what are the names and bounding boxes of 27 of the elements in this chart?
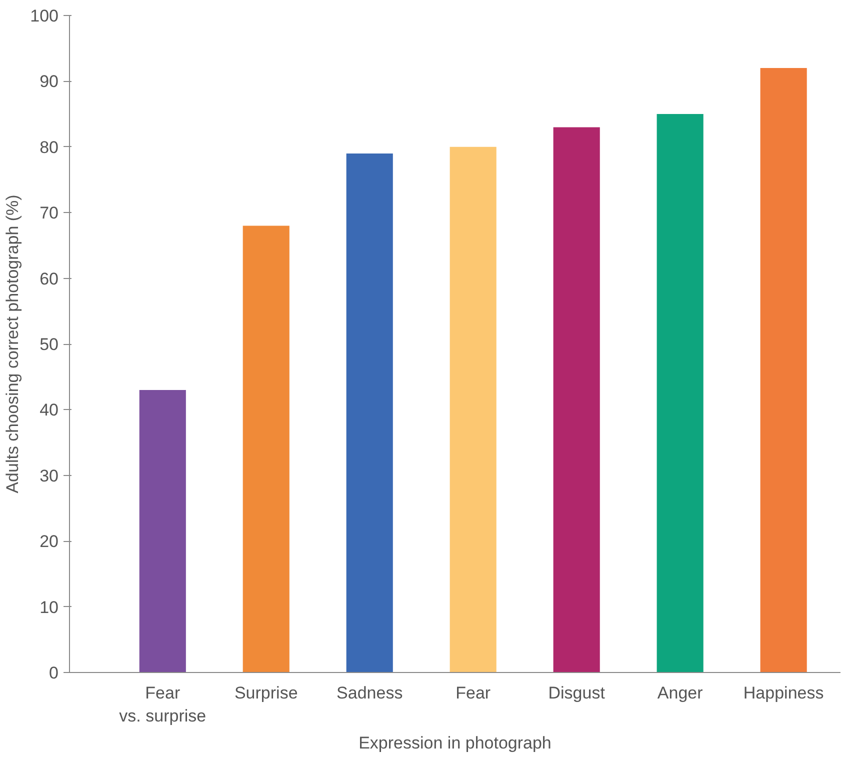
x-tick-label: Surprise — [234, 684, 298, 702]
y-tick-label: 100 — [30, 6, 59, 26]
x-tick-label: Fear vs. surprise — [119, 684, 206, 726]
x-tick-label: Anger — [657, 684, 704, 702]
y-tick-label: 90 — [40, 72, 59, 92]
bar — [656, 114, 704, 672]
y-axis-title: Adults choosing correct photograph (%) — [3, 194, 22, 494]
x-axis-title: Expression in photograph — [358, 733, 552, 752]
bar — [346, 153, 393, 672]
bar — [760, 68, 807, 672]
y-tick-label: 50 — [40, 335, 59, 354]
y-tick-label: 30 — [40, 466, 59, 486]
y-tick-label: 40 — [40, 400, 59, 420]
bar — [242, 226, 290, 672]
x-tick-label: Happiness — [743, 684, 824, 702]
y-tick-label: 80 — [40, 138, 59, 157]
bar — [450, 146, 496, 672]
y-tick-label: 0 — [49, 664, 59, 682]
bar — [139, 390, 186, 672]
x-tick-label: Sadness — [336, 684, 403, 702]
y-tick-label: 60 — [40, 269, 59, 288]
bar — [553, 127, 600, 672]
x-tick-label: Fear — [456, 684, 491, 702]
y-tick-label: 20 — [40, 532, 59, 552]
y-tick-label: 10 — [40, 598, 59, 617]
x-tick-label: Disgust — [548, 684, 606, 702]
y-tick-label: 70 — [40, 204, 59, 223]
